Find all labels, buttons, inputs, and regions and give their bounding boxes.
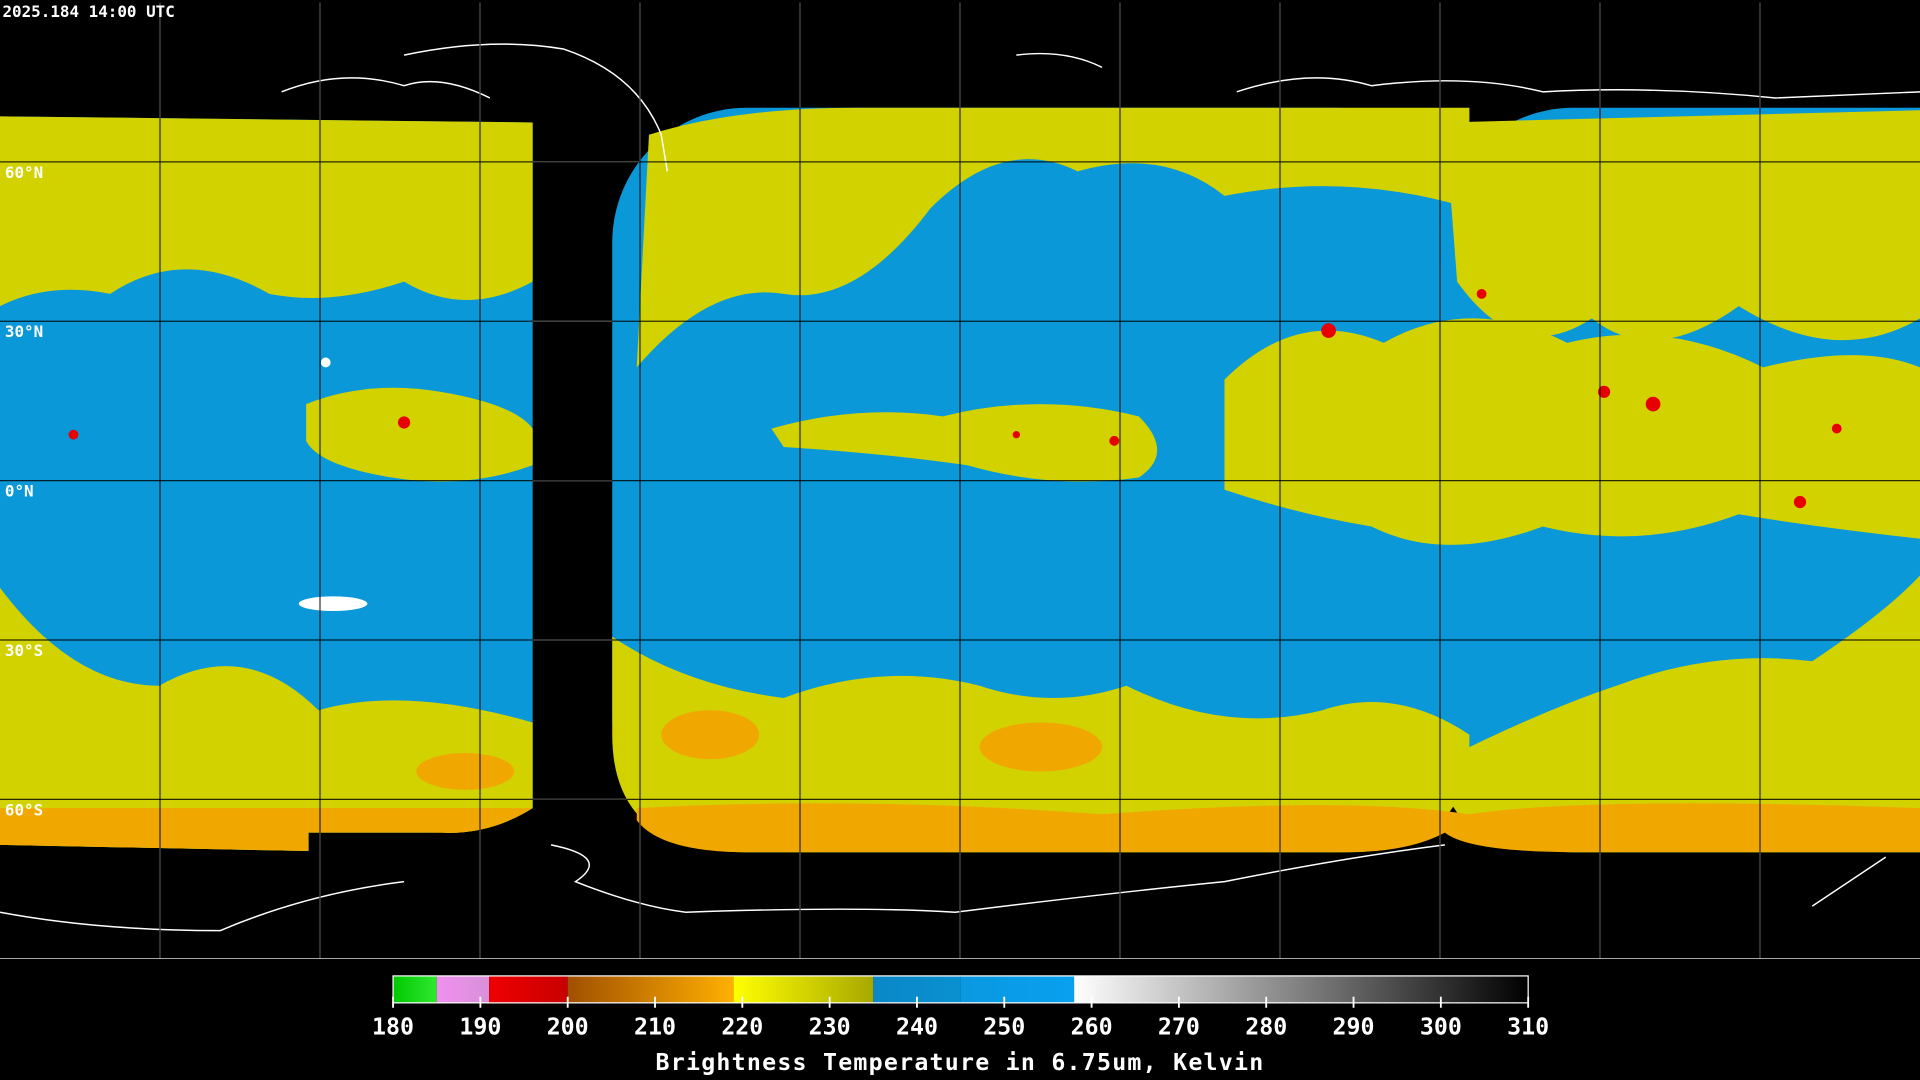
colorbar-segment (567, 975, 734, 1003)
colorbar-tick-label: 220 (721, 1014, 763, 1041)
dry-high-cloud (0, 710, 1920, 853)
colorbar-tick-label: 230 (809, 1014, 851, 1041)
colorbar-tick-label: 280 (1245, 1014, 1287, 1041)
colorbar-segment (960, 975, 1075, 1003)
colorbar-segment (1074, 975, 1529, 1003)
latitude-label: 60°S (5, 800, 43, 819)
colorbar-frame (392, 975, 1529, 1004)
colorbar-tick-label: 260 (1071, 1014, 1113, 1041)
colorbar: 180 190 200 210 220 230 240 250 260 270 280 290 300 3… (372, 975, 1549, 1041)
moist-regions (0, 107, 1920, 853)
colorbar-tick-label: 290 (1333, 1014, 1375, 1041)
colorbar-tick-label: 300 (1420, 1014, 1462, 1041)
latitude-label: 30°N (5, 322, 43, 341)
deep-convection (68, 288, 1842, 509)
cold-spots (298, 357, 368, 612)
latitude-label: 30°S (5, 641, 43, 660)
colorbar-segment (489, 975, 568, 1003)
colorbar-segment (733, 975, 874, 1003)
imagery-swath-center (612, 107, 1470, 853)
colorbar-tick-label: 250 (983, 1014, 1025, 1041)
colorbar-title: Brightness Temperature in 6.75um, Kelvin (656, 1049, 1265, 1076)
colorbar-tick-label: 240 (896, 1014, 938, 1041)
latitude-label: 0°N (5, 482, 34, 501)
colorbar-tick-label: 310 (1507, 1014, 1549, 1041)
colorbar-tick-label: 200 (547, 1014, 589, 1041)
latitude-label: 60°N (5, 163, 43, 182)
timestamp: 2025.184 14:00 UTC (2, 2, 174, 21)
colorbar-segment (393, 975, 437, 1003)
water-vapor-imagery (0, 43, 1920, 932)
coastlines (0, 43, 1920, 932)
colorbar-tick-label: 270 (1158, 1014, 1200, 1041)
colorbar-tick-label: 180 (372, 1014, 414, 1041)
colorbar-tick-label: 190 (459, 1014, 501, 1041)
colorbar-tick-label: 210 (634, 1014, 676, 1041)
imagery-swath-west (0, 116, 533, 852)
